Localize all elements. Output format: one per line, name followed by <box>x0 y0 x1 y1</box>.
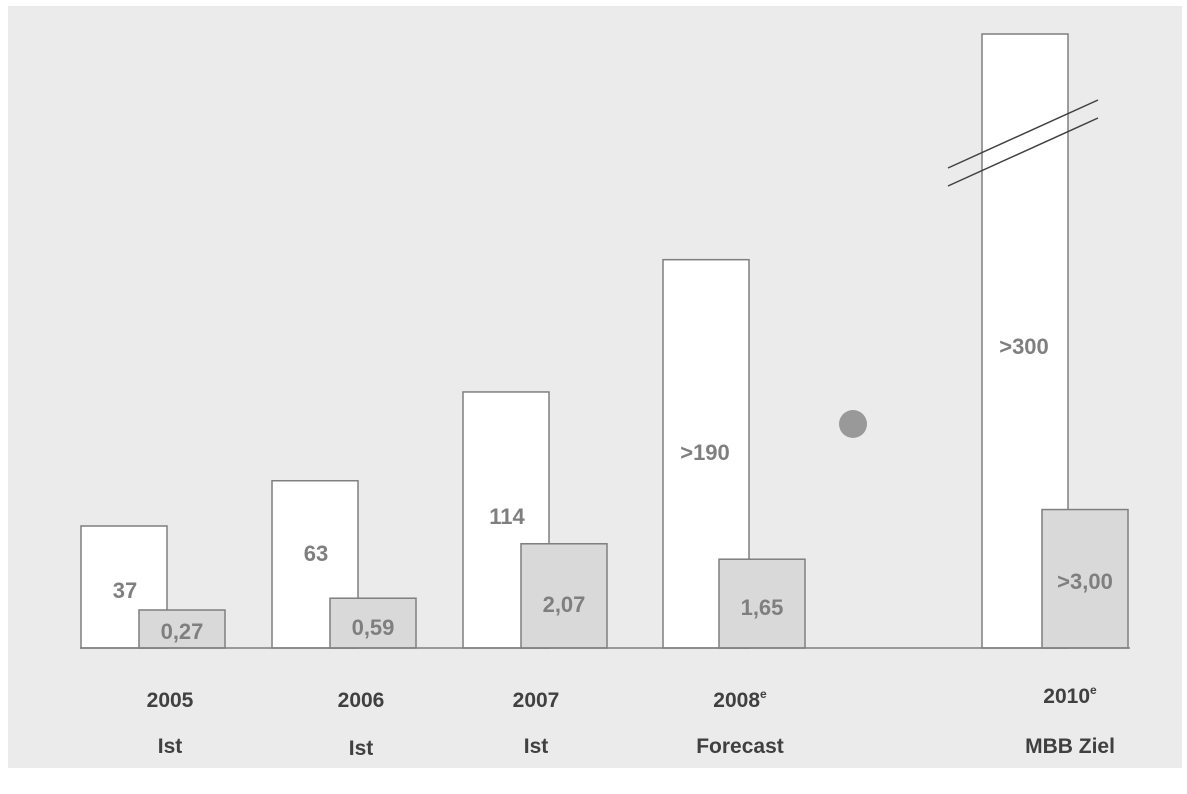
category-year-2005: 2005 <box>147 689 194 712</box>
bar-secondary-2008 <box>718 558 806 649</box>
axis-break-line-upper <box>947 99 1099 169</box>
value-label-primary-2005: 37 <box>113 578 137 603</box>
category-year-2010: 2010e <box>1043 683 1097 708</box>
ellipsis-dot <box>839 410 867 438</box>
category-year-superscript: e <box>760 687 767 701</box>
value-label-secondary-2007: 2,07 <box>543 592 586 617</box>
category-year-2007: 2007 <box>513 689 560 712</box>
value-label-secondary-2006: 0,59 <box>352 615 395 640</box>
value-label-primary-2006: 63 <box>304 541 328 566</box>
axis-break-line-lower <box>947 117 1099 187</box>
bar-secondary-2010 <box>1041 508 1129 649</box>
category-year-text: 2008 <box>713 689 760 712</box>
category-sub-2005: Ist <box>158 735 183 758</box>
value-label-secondary-2010: >3,00 <box>1057 569 1113 594</box>
category-sub-2007: Ist <box>524 735 549 758</box>
value-label-primary-2008: >190 <box>680 440 730 465</box>
category-year-2006: 2006 <box>338 689 385 712</box>
value-label-primary-2010: >300 <box>999 334 1049 359</box>
bar-secondary-2005 <box>138 609 226 649</box>
category-year-text: 2010 <box>1043 685 1090 708</box>
category-year-superscript: e <box>1090 683 1097 697</box>
category-year-text: 2005 <box>147 689 194 712</box>
category-sub-2010: MBB Ziel <box>1025 735 1115 758</box>
value-label-primary-2007: 114 <box>489 504 525 529</box>
category-sub-2006: Ist <box>349 737 374 760</box>
category-year-text: 2007 <box>513 689 560 712</box>
category-year-2008: 2008e <box>713 687 767 712</box>
value-label-secondary-2008: 1,65 <box>741 595 784 620</box>
value-label-secondary-2005: 0,27 <box>161 619 204 644</box>
category-year-text: 2006 <box>338 689 385 712</box>
bar-primary-2010 <box>981 33 1069 649</box>
category-sub-2008: Forecast <box>696 735 784 758</box>
